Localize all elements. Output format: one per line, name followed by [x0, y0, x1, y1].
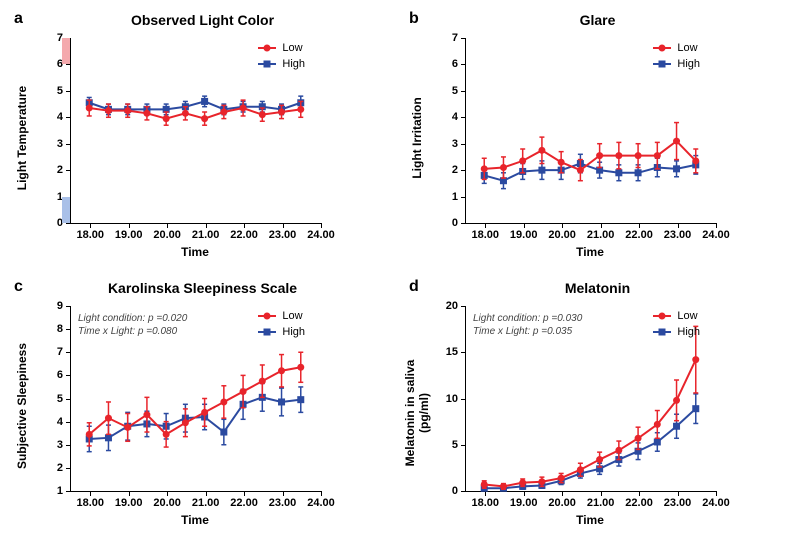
xtick-label: 22.00: [230, 497, 258, 509]
ytick-label: 3: [57, 439, 63, 451]
legend-label: Low: [677, 310, 697, 322]
xtick-label: 23.00: [664, 497, 692, 509]
ytick-label: 15: [446, 346, 458, 358]
legend-label: High: [677, 326, 700, 338]
ytick-label: 4: [452, 111, 458, 123]
legend-label: High: [677, 58, 700, 70]
panel-title: Melatonin: [405, 280, 790, 296]
legend: Low High: [653, 40, 700, 72]
ytick-label: 1: [57, 485, 63, 497]
ytick-label: 9: [57, 300, 63, 312]
xtick-label: 24.00: [307, 497, 335, 509]
xtick-label: 18.00: [76, 229, 104, 241]
panel-title: Karolinska Sleepiness Scale: [10, 280, 395, 296]
legend: Low High: [258, 40, 305, 72]
legend-item: Low: [258, 40, 305, 56]
xtick-label: 22.00: [625, 229, 653, 241]
ytick-label: 0: [452, 485, 458, 497]
xtick-label: 19.00: [510, 497, 538, 509]
legend: Low High: [653, 308, 700, 340]
legend-label: High: [282, 58, 305, 70]
x-axis-label: Time: [70, 513, 320, 527]
ytick-label: 2: [57, 462, 63, 474]
legend-label: Low: [677, 42, 697, 54]
xtick-label: 24.00: [702, 497, 730, 509]
xtick-label: 21.00: [587, 229, 615, 241]
xtick-label: 22.00: [625, 497, 653, 509]
ytick-label: 5: [452, 85, 458, 97]
legend: Low High: [258, 308, 305, 340]
xtick-label: 20.00: [153, 229, 181, 241]
ytick-label: 6: [57, 369, 63, 381]
figure-grid: aObserved Light Color0123456718.0019.002…: [10, 10, 790, 536]
xtick-label: 23.00: [664, 229, 692, 241]
xtick-label: 19.00: [510, 229, 538, 241]
ytick-label: 3: [57, 138, 63, 150]
xtick-label: 19.00: [115, 497, 143, 509]
legend-item: Low: [653, 308, 700, 324]
ytick-label: 1: [452, 191, 458, 203]
x-axis-label: Time: [465, 245, 715, 259]
xtick-label: 20.00: [548, 497, 576, 509]
panel-c: cKarolinska Sleepiness Scale12345678918.…: [10, 278, 395, 536]
legend-item: High: [653, 324, 700, 340]
ytick-label: 5: [57, 85, 63, 97]
ytick-label: 3: [452, 138, 458, 150]
x-axis-label: Time: [465, 513, 715, 527]
xtick-label: 20.00: [548, 229, 576, 241]
legend-item: Low: [258, 308, 305, 324]
legend-item: High: [258, 56, 305, 72]
xtick-label: 22.00: [230, 229, 258, 241]
ytick-label: 5: [57, 393, 63, 405]
ytick-label: 20: [446, 300, 458, 312]
ytick-label: 4: [57, 416, 63, 428]
ytick-label: 8: [57, 323, 63, 335]
legend-label: Low: [282, 42, 302, 54]
xtick-label: 21.00: [587, 497, 615, 509]
ytick-label: 4: [57, 111, 63, 123]
xtick-label: 18.00: [76, 497, 104, 509]
y-axis-label: Subjective Sleepiness: [15, 326, 29, 486]
panel-title: Observed Light Color: [10, 12, 395, 28]
y-axis-label: Light Temperature: [15, 58, 29, 218]
xtick-label: 24.00: [307, 229, 335, 241]
ytick-label: 10: [446, 393, 458, 405]
xtick-label: 23.00: [269, 497, 297, 509]
panel-title: Glare: [405, 12, 790, 28]
xtick-label: 21.00: [192, 497, 220, 509]
panel-d: dMelatonin0510152018.0019.0020.0021.0022…: [405, 278, 790, 536]
xtick-label: 24.00: [702, 229, 730, 241]
ytick-label: 6: [452, 58, 458, 70]
ytick-label: 2: [452, 164, 458, 176]
warm-color-block: [62, 38, 70, 64]
panel-b: bGlare0123456718.0019.0020.0021.0022.002…: [405, 10, 790, 268]
ytick-label: 5: [452, 439, 458, 451]
xtick-label: 20.00: [153, 497, 181, 509]
legend-item: Low: [653, 40, 700, 56]
xtick-label: 18.00: [471, 229, 499, 241]
xtick-label: 19.00: [115, 229, 143, 241]
legend-label: Low: [282, 310, 302, 322]
xtick-label: 18.00: [471, 497, 499, 509]
x-axis-label: Time: [70, 245, 320, 259]
cool-color-block: [62, 197, 70, 223]
ytick-label: 7: [57, 346, 63, 358]
ytick-label: 0: [452, 217, 458, 229]
y-axis-label: Light Irritation: [410, 58, 424, 218]
legend-item: High: [653, 56, 700, 72]
legend-label: High: [282, 326, 305, 338]
y-axis-label: Melatonin in saliva(pg/ml): [403, 333, 431, 493]
xtick-label: 23.00: [269, 229, 297, 241]
panel-a: aObserved Light Color0123456718.0019.002…: [10, 10, 395, 268]
xtick-label: 21.00: [192, 229, 220, 241]
legend-item: High: [258, 324, 305, 340]
ytick-label: 2: [57, 164, 63, 176]
ytick-label: 7: [452, 32, 458, 44]
